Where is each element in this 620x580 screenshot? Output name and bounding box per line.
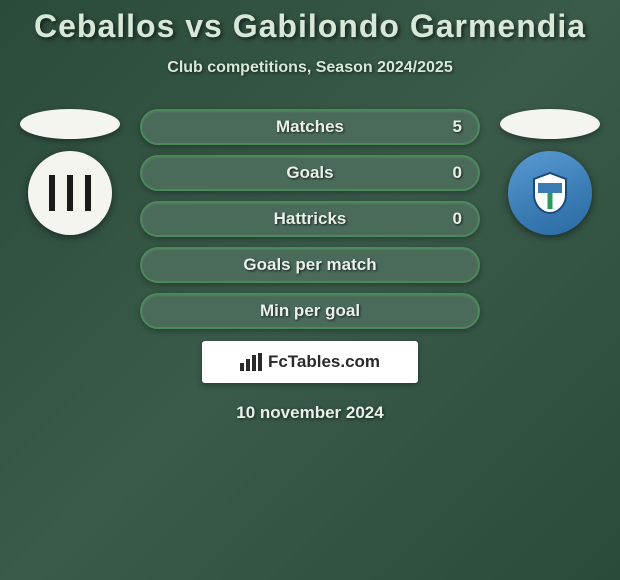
watermark-text: FcTables.com xyxy=(268,352,380,372)
player-avatar-right xyxy=(500,109,600,139)
stats-pills: Matches 5 Goals 0 Hattricks 0 Goals per … xyxy=(140,109,480,329)
stat-row-goals: Goals 0 xyxy=(140,155,480,191)
stat-row-gpm: Goals per match xyxy=(140,247,480,283)
club-badge-left xyxy=(28,151,112,235)
watermark[interactable]: FcTables.com xyxy=(202,341,418,383)
player-right-column xyxy=(500,109,600,235)
stat-label: Goals per match xyxy=(243,255,376,275)
stat-label: Matches xyxy=(276,117,344,137)
stat-label: Min per goal xyxy=(260,301,360,321)
subtitle: Club competitions, Season 2024/2025 xyxy=(0,59,620,77)
page-title: Ceballos vs Gabilondo Garmendia xyxy=(0,0,620,45)
club-badge-right xyxy=(508,151,592,235)
date-label: 10 november 2024 xyxy=(0,403,620,423)
stats-area: Matches 5 Goals 0 Hattricks 0 Goals per … xyxy=(0,109,620,329)
stat-label: Hattricks xyxy=(274,209,347,229)
comparison-card: Ceballos vs Gabilondo Garmendia Club com… xyxy=(0,0,620,580)
club-stripes-icon xyxy=(49,175,91,211)
stat-row-hattricks: Hattricks 0 xyxy=(140,201,480,237)
stat-row-matches: Matches 5 xyxy=(140,109,480,145)
stat-label: Goals xyxy=(286,163,333,183)
stat-value: 5 xyxy=(453,117,462,137)
player-left-column xyxy=(20,109,120,235)
stat-value: 0 xyxy=(453,209,462,229)
malaga-crest-icon xyxy=(526,169,574,217)
player-avatar-left xyxy=(20,109,120,139)
chart-icon xyxy=(240,353,262,371)
stat-value: 0 xyxy=(453,163,462,183)
stat-row-mpg: Min per goal xyxy=(140,293,480,329)
